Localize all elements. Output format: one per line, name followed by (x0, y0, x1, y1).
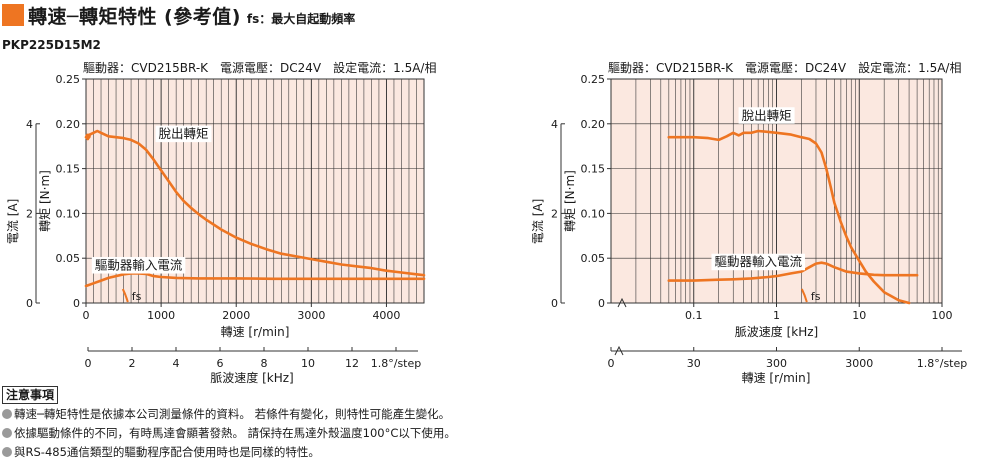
chart1-x-tick-label: 3000 (297, 309, 325, 322)
note-item: 依據驅動條件的不同，有時馬達會顯著發熱。 請保持在馬達外殼溫度100°C以下使用… (2, 424, 456, 443)
chart2-secondary-axis-label: 轉速 [r/min] (742, 371, 811, 385)
chart1-secondary-axis-tick-label: 6 (217, 357, 224, 370)
chart1-current-tick-label: 4 (26, 118, 33, 131)
chart1-secondary-axis-tick-label: 8 (261, 357, 268, 370)
chart1-y-tick-label: 0.10 (56, 207, 81, 220)
chart1-conditions-text: 驅動器：CVD215BR-K 電源電壓：DC24V 設定電流：1.5A/相 (83, 60, 436, 75)
chart1-annotation-pullout-torque-bg (155, 125, 212, 143)
chart1-x-tick-label: 4000 (372, 309, 400, 322)
chart2-fs-label: fs (811, 290, 821, 303)
chart1-secondary-axis-tick-label: 1.8°/step (371, 357, 422, 370)
chart2-current-tick-label: 2 (551, 207, 558, 220)
chart1-annotation-input-current: 驅動器輸入電流 (95, 258, 183, 273)
chart2-annotation-pullout-torque: 脫出轉矩 (742, 108, 792, 123)
chart1-y-tick-label: 0 (73, 297, 80, 310)
chart1-secondary-axis-label: 脈波速度 [kHz] (210, 370, 293, 385)
page-title: 轉速─轉矩特性 (參考值) (28, 5, 241, 28)
chart1-secondary-axis-tick-label: 12 (345, 357, 359, 370)
chart2-current-tick-label: 0 (551, 297, 558, 310)
chart1-secondary-axis-tick-label: 4 (173, 357, 180, 370)
chart1-y-tick-label: 0.05 (56, 252, 81, 265)
notes-section: 注意事項 轉速─轉矩特性是依據本公司測量條件的資料。 若條件有變化，則特性可能產… (2, 386, 456, 462)
page-subtitle: fs：最大自起動頻率 (246, 11, 356, 26)
chart2-annotation-input-current: 驅動器輸入電流 (714, 254, 802, 269)
note-text: 轉速─轉矩特性是依據本公司測量條件的資料。 若條件有變化，則特性可能產生變化。 (14, 407, 451, 421)
chart2-secondary-axis-tick-label: 0 (608, 357, 615, 370)
chart1-plot-frame (85, 78, 425, 304)
chart1-fs-marker (121, 288, 129, 303)
chart2-current-axis-label: 電流 [A] (531, 199, 545, 244)
chart1-x-tick-label: 1000 (147, 309, 175, 322)
chart1-y-tick-label: 0.20 (56, 118, 81, 131)
chart2-y-axis-label: 轉矩 [N·m] (563, 170, 577, 232)
chart1-x-tick-label: 0 (83, 309, 90, 322)
chart2-y-tick-label: 0.20 (581, 118, 606, 131)
bullet-icon (2, 428, 12, 438)
chart1-y-axis-label: 轉矩 [N·m] (38, 170, 52, 232)
note-text: 與RS-485通信類型的驅動程序配合使用時也是同樣的特性。 (14, 445, 320, 459)
chart1-y-tick-label: 0.25 (56, 73, 81, 86)
chart2-series-line-input-current (667, 261, 919, 282)
chart1-annotation-pullout-torque: 脫出轉矩 (159, 126, 209, 141)
chart2-conditions-text: 驅動器：CVD215BR-K 電源電壓：DC24V 設定電流：1.5A/相 (608, 60, 961, 75)
chart1-series-line-pullout-torque (84, 129, 426, 277)
chart2-x-tick-label: 1 (773, 309, 780, 322)
chart1-current-tick-label: 0 (26, 297, 33, 310)
chart2-annotation-pullout-torque-bg (738, 107, 795, 124)
chart2-y-tick-label: 0.05 (581, 252, 606, 265)
chart2-annotation-input-current-bg (711, 253, 805, 271)
note-text: 依據驅動條件的不同，有時馬達會顯著發熱。 請保持在馬達外殼溫度100°C以下使用… (14, 426, 456, 440)
chart1-current-tick-label: 2 (26, 207, 33, 220)
chart2-y-tick-label: 0.25 (581, 73, 606, 86)
chart2-y-tick-label: 0.10 (581, 207, 606, 220)
chart2-y-tick-label: 0.15 (581, 163, 606, 176)
chart1-secondary-axis-tick-label: 10 (301, 357, 315, 370)
chart1-start-point (85, 133, 91, 140)
chart2-secondary-axis-tick-label: 1.8°/step (917, 357, 968, 370)
chart1-fs-label: fs (132, 290, 142, 303)
chart1-annotation-input-current-bg (91, 257, 186, 274)
chart2-x-tick-label: 10 (852, 309, 866, 322)
chart2-secondary-axis-tick-label: 3000 (845, 357, 873, 370)
chart1-x-tick-label: 2000 (222, 309, 250, 322)
chart1-secondary-axis-tick-label: 2 (129, 357, 136, 370)
chart1-secondary-axis-tick-label: 0 (85, 357, 92, 370)
chart2-secondary-axis-break (614, 345, 624, 356)
chart1-series-line-input-current (84, 272, 426, 288)
bullet-icon (2, 447, 12, 457)
torque-charts: 驅動器：CVD215BR-K 電源電壓：DC24V 設定電流：1.5A/相 0 0.… (6, 60, 968, 385)
note-item: 轉速─轉矩特性是依據本公司測量條件的資料。 若條件有變化，則特性可能產生變化。 (2, 405, 456, 424)
notes-heading: 注意事項 (2, 386, 59, 404)
note-item: 與RS-485通信類型的驅動程序配合使用時也是同樣的特性。 (2, 443, 456, 462)
chart2-series-line-pullout-torque (667, 129, 911, 305)
bullet-icon (2, 409, 12, 419)
chart2-x-axis-label: 脈波速度 [kHz] (735, 324, 818, 339)
chart2-x-tick-label: 100 (932, 309, 953, 322)
chart2-fs-marker (800, 288, 808, 303)
chart2-secondary-axis-tick-label: 30 (687, 357, 701, 370)
chart1-current-axis-label: 電流 [A] (6, 199, 20, 244)
chart1-x-axis-label: 轉速 [r/min] (221, 325, 290, 339)
page-header: 轉速─轉矩特性 (參考值) fs：最大自起動頻率 (0, 0, 355, 30)
model-number: PKP225D15M2 (2, 38, 101, 52)
header-marker (2, 4, 24, 26)
chart2-current-tick-label: 4 (551, 118, 558, 131)
chart2-x-tick-label: 0.1 (685, 309, 703, 322)
chart2-secondary-axis-tick-label: 300 (766, 357, 787, 370)
chart2-axis-break-mark (611, 297, 632, 308)
chart1-y-tick-label: 0.15 (56, 163, 81, 176)
chart2-y-tick-label: 0 (598, 297, 605, 310)
